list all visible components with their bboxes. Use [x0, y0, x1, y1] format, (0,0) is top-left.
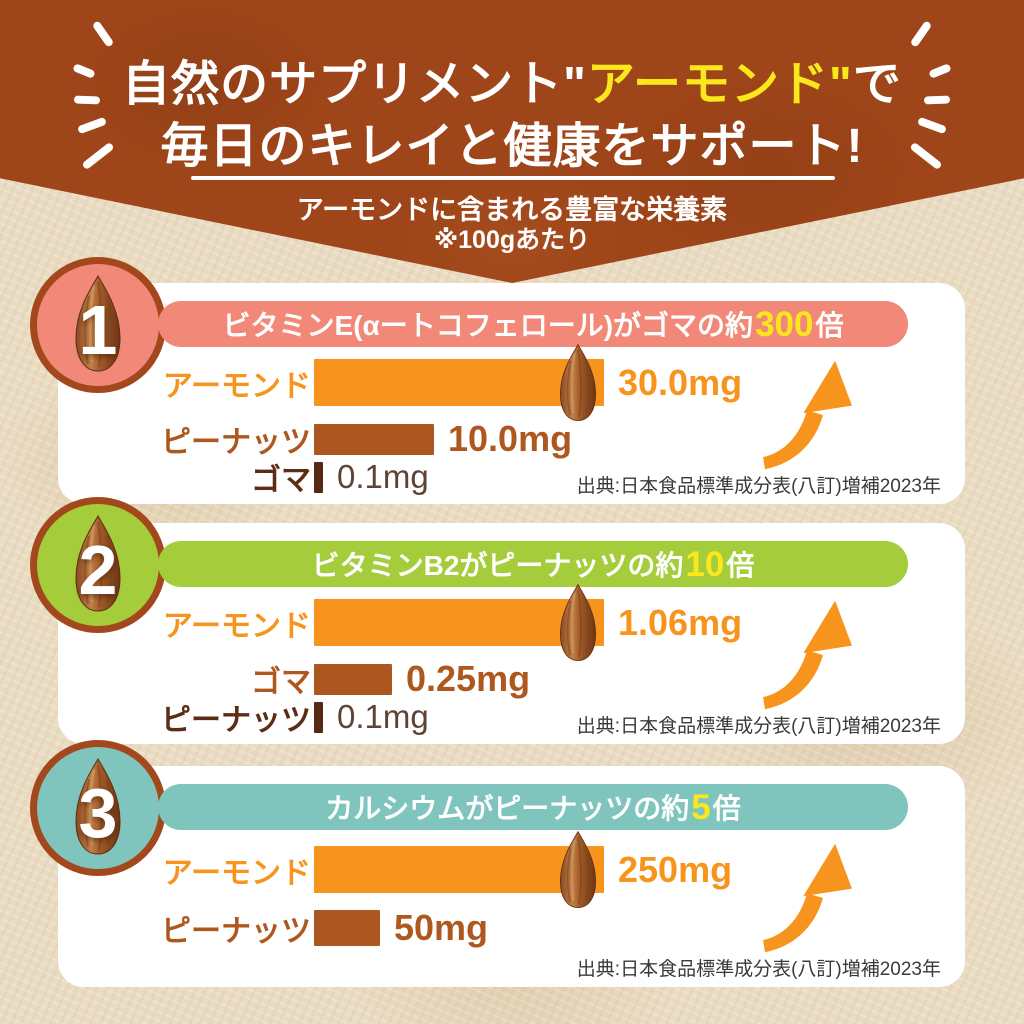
- row-label: ゴマ: [251, 666, 311, 699]
- chart-row-peanut: ピーナッツ 10.0mg: [58, 417, 572, 461]
- banner-highlight: 10: [685, 544, 725, 584]
- title-text: 自然のサプリメント": [122, 58, 587, 111]
- banner-text: ビタミンE(αートコフェロール)がゴマの約: [222, 310, 754, 341]
- row-bar: [314, 599, 604, 646]
- row-value: 30.0mg: [618, 361, 743, 403]
- banner-text: 倍: [815, 310, 844, 341]
- row-value: 0.1mg: [337, 698, 429, 735]
- row-value: 10.0mg: [448, 418, 573, 459]
- almond-icon: [554, 825, 602, 915]
- section-vitamin-b2-panel: 2 ビタミンB2がピーナッツの約 10 倍 アーモンド 1.06mg ゴマ 0.25…: [30, 497, 965, 744]
- page-title-line1: 自然のサプリメント"アーモンド"で: [0, 44, 1024, 114]
- banner-text: 倍: [712, 793, 741, 824]
- section-3-banner: カルシウムがピーナッツの約 5 倍: [158, 784, 908, 830]
- banner-highlight: 300: [755, 304, 814, 344]
- section-vitamin-e-panel: 1 ビタミンE(αートコフェロール)がゴマの約 300 倍 アーモンド 30.0mg…: [30, 257, 965, 504]
- header-subtitle: アーモンドに含まれる豊富な栄養素: [296, 195, 728, 225]
- badge-number: 2: [78, 531, 118, 609]
- row-bar: [314, 461, 323, 493]
- badge-number: 3: [78, 774, 118, 852]
- chart-row-sesame: ゴマ 0.25mg: [58, 657, 530, 701]
- source-text: 出典:日本食品標準成分表(八訂)増補2023年: [576, 716, 941, 737]
- arrow-up-icon: [758, 840, 858, 956]
- almond-icon: [554, 338, 602, 428]
- arrow-up-icon: [758, 597, 858, 713]
- row-label: ピーナッツ: [161, 426, 311, 459]
- banner-highlight: 5: [691, 787, 711, 827]
- badge-number: 1: [78, 291, 118, 369]
- source-text: 出典:日本食品標準成分表(八訂)増補2023年: [576, 959, 941, 980]
- chart-row-almond: アーモンド 30.0mg: [58, 359, 742, 406]
- chart-row-almond: アーモンド 250mg: [58, 846, 732, 893]
- section-1-badge: 1: [30, 257, 166, 393]
- header-divider: [191, 176, 835, 180]
- row-bar: [314, 663, 392, 695]
- row-label: アーモンド: [162, 369, 311, 403]
- row-value: 0.25mg: [406, 658, 531, 699]
- row-value: 0.1mg: [337, 458, 429, 495]
- chart-row-almond: アーモンド 1.06mg: [58, 599, 742, 646]
- header-banner: 自然のサプリメント"アーモンド"で 毎日のキレイと健康をサポート! アーモンドに…: [0, 0, 1024, 283]
- row-label: ピーナッツ: [161, 915, 311, 948]
- row-bar: [314, 846, 604, 893]
- arrow-up-icon: [758, 357, 858, 473]
- chart-row-peanut: ピーナッツ 0.1mg: [58, 695, 429, 739]
- banner-text: カルシウムがピーナッツの約: [325, 793, 690, 824]
- section-1-banner: ビタミンE(αートコフェロール)がゴマの約 300 倍: [158, 301, 908, 347]
- title-text: で: [852, 58, 902, 111]
- row-bar: [314, 701, 323, 733]
- row-label: ピーナッツ: [161, 704, 311, 737]
- row-value: 250mg: [618, 848, 733, 890]
- banner-text: 倍: [726, 550, 755, 581]
- almond-icon: [554, 578, 602, 668]
- row-value: 1.06mg: [618, 601, 743, 643]
- chart-row-sesame: ゴマ 0.1mg: [58, 455, 429, 499]
- row-bar: [314, 910, 380, 946]
- row-label: ゴマ: [251, 464, 311, 497]
- row-label: アーモンド: [162, 609, 311, 643]
- section-calcium-panel: 3 カルシウムがピーナッツの約 5 倍 アーモンド 250mg ピーナッツ 50mg…: [30, 740, 965, 987]
- row-label: アーモンド: [162, 856, 311, 890]
- title-highlight-almond: アーモンド": [586, 58, 853, 111]
- banner-text: ビタミンB2がピーナッツの約: [311, 550, 684, 581]
- row-value: 50mg: [394, 907, 489, 948]
- page-title-line2: 毎日のキレイと健康をサポート!: [160, 120, 864, 173]
- row-bar: [314, 423, 434, 455]
- chart-row-peanut: ピーナッツ 50mg: [58, 906, 488, 950]
- header-subtitle-note: ※100gあたり: [433, 226, 591, 254]
- section-2-banner: ビタミンB2がピーナッツの約 10 倍: [158, 541, 908, 587]
- source-text: 出典:日本食品標準成分表(八訂)増補2023年: [576, 476, 941, 497]
- row-bar: [314, 359, 604, 406]
